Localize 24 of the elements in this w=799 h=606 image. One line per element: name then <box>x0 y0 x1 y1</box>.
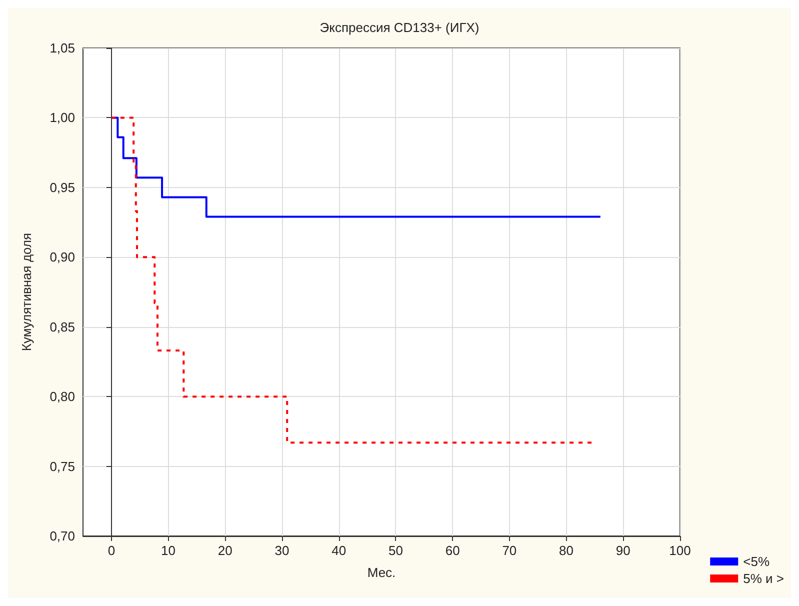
y-tick-label: 0,70 <box>50 528 75 544</box>
y-tick-label: 0,80 <box>50 389 75 404</box>
x-tick-label: 80 <box>559 543 574 558</box>
y-tick-label: 1,05 <box>50 40 75 56</box>
x-tick-label: 10 <box>161 543 176 558</box>
x-tick-label: 90 <box>616 543 630 558</box>
x-tick-label: 0 <box>108 543 116 558</box>
y-tick-label: 0,75 <box>50 458 75 474</box>
chart-title: Экспрессия CD133+ (ИГХ) <box>320 20 480 35</box>
x-tick-label: 30 <box>274 543 290 558</box>
y-axis-title: Кумулятивная доля <box>19 232 34 352</box>
y-tick-label: 0,95 <box>50 180 75 195</box>
x-tick-label: 100 <box>669 543 691 558</box>
x-tick-label: 50 <box>388 543 403 558</box>
x-axis-title: Мес. <box>367 565 396 580</box>
y-tick-label: 1,00 <box>50 110 75 126</box>
x-tick-label: 40 <box>332 543 346 558</box>
legend-label: 5% и > <box>743 571 784 586</box>
x-tick-label: 20 <box>218 543 232 558</box>
x-tick-label: 60 <box>445 543 460 558</box>
y-tick-label: 0,90 <box>50 250 75 265</box>
x-tick-label: 70 <box>502 543 517 558</box>
legend-label: <5% <box>743 554 770 569</box>
y-tick-label: 0,85 <box>50 319 75 334</box>
